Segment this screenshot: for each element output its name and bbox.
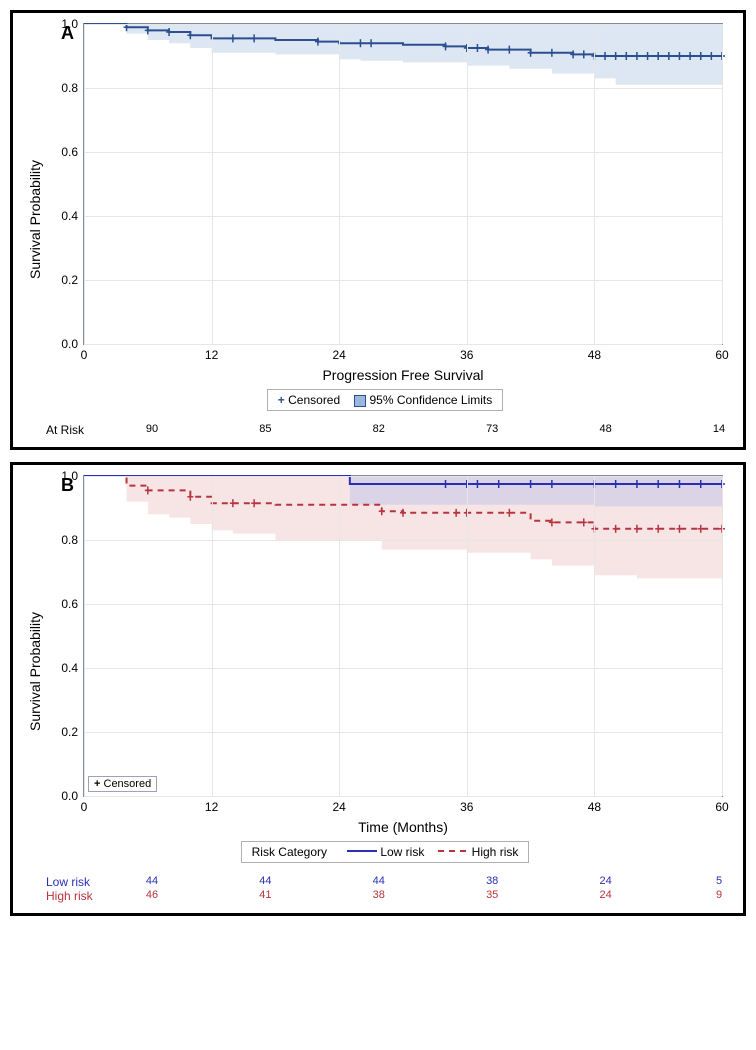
panel-a: A Survival Probability 0.00.20.40.60.81.… bbox=[10, 10, 746, 450]
panel-a-plot: A Survival Probability 0.00.20.40.60.81.… bbox=[13, 13, 743, 421]
xtick-label: 60 bbox=[715, 796, 728, 814]
xtick-label: 12 bbox=[205, 796, 218, 814]
risk-row-label: Low risk bbox=[46, 875, 116, 889]
risk-value: 48 bbox=[599, 423, 611, 435]
legend-censored: + Censored bbox=[278, 393, 340, 407]
panel-b-risk-table: Low risk 44 44 44 38 24 5 High risk 46 41 38 35 24 9 bbox=[13, 873, 743, 913]
risk-value: 85 bbox=[259, 423, 271, 435]
risk-value: 82 bbox=[373, 423, 385, 435]
at-risk-label: At Risk bbox=[46, 423, 116, 437]
ytick-label: 0.6 bbox=[61, 597, 84, 611]
ytick-label: 0.4 bbox=[61, 209, 84, 223]
risk-value: 5 bbox=[716, 875, 722, 887]
xtick-label: 0 bbox=[81, 344, 88, 362]
panel-a-chart-area: 0.00.20.40.60.81.001224364860 bbox=[83, 23, 723, 345]
risk-row-label: High risk bbox=[46, 889, 116, 903]
risk-value: 41 bbox=[259, 889, 271, 901]
xtick-label: 36 bbox=[460, 796, 473, 814]
xtick-label: 36 bbox=[460, 344, 473, 362]
xtick-label: 48 bbox=[588, 344, 601, 362]
panel-b-xlabel: Time (Months) bbox=[83, 819, 723, 835]
legend-low: Low risk bbox=[347, 845, 424, 859]
risk-value: 14 bbox=[713, 423, 725, 435]
ytick-label: 0.4 bbox=[61, 661, 84, 675]
legend-high: High risk bbox=[438, 845, 518, 859]
xtick-label: 48 bbox=[588, 796, 601, 814]
risk-value: 24 bbox=[599, 875, 611, 887]
panel-a-letter: A bbox=[61, 23, 74, 44]
panel-b-censored-box: + Censored bbox=[88, 776, 157, 792]
risk-value: 44 bbox=[146, 875, 158, 887]
panel-a-risk-table: At Risk 90 85 82 73 48 14 bbox=[13, 421, 743, 447]
legend-ci: 95% Confidence Limits bbox=[354, 393, 492, 407]
panel-b-ylabel: Survival Probability bbox=[23, 475, 47, 867]
panel-a-legend: + Censored 95% Confidence Limits bbox=[267, 389, 503, 411]
at-risk-values: 908582734814 bbox=[152, 423, 719, 437]
panel-a-ylabel: Survival Probability bbox=[23, 23, 47, 415]
xtick-label: 24 bbox=[333, 344, 346, 362]
risk-value: 46 bbox=[146, 889, 158, 901]
xtick-label: 60 bbox=[715, 344, 728, 362]
xtick-label: 12 bbox=[205, 344, 218, 362]
ytick-label: 0.8 bbox=[61, 533, 84, 547]
ytick-label: 0.2 bbox=[61, 725, 84, 739]
risk-value: 73 bbox=[486, 423, 498, 435]
xtick-label: 0 bbox=[81, 796, 88, 814]
risk-value: 90 bbox=[146, 423, 158, 435]
ytick-label: 0.2 bbox=[61, 273, 84, 287]
risk-value: 35 bbox=[486, 889, 498, 901]
panel-b-letter: B bbox=[61, 475, 74, 496]
risk-value: 38 bbox=[486, 875, 498, 887]
panel-a-xlabel: Progression Free Survival bbox=[83, 367, 723, 383]
xtick-label: 24 bbox=[333, 796, 346, 814]
panel-b: B Survival Probability + Censored 0.00.2… bbox=[10, 462, 746, 916]
risk-row: Low risk 44 44 44 38 24 5 bbox=[46, 875, 723, 889]
legend-title: Risk Category bbox=[252, 845, 327, 859]
risk-value: 24 bbox=[599, 889, 611, 901]
ytick-label: 0.8 bbox=[61, 81, 84, 95]
risk-row: High risk 46 41 38 35 24 9 bbox=[46, 889, 723, 903]
risk-value: 38 bbox=[373, 889, 385, 901]
panel-b-legend: Risk Category Low risk High risk bbox=[241, 841, 530, 863]
risk-value: 44 bbox=[373, 875, 385, 887]
panel-b-chart-area: + Censored 0.00.20.40.60.81.001224364860 bbox=[83, 475, 723, 797]
risk-value: 9 bbox=[716, 889, 722, 901]
ytick-label: 0.6 bbox=[61, 145, 84, 159]
panel-b-plot: B Survival Probability + Censored 0.00.2… bbox=[13, 465, 743, 873]
risk-value: 44 bbox=[259, 875, 271, 887]
